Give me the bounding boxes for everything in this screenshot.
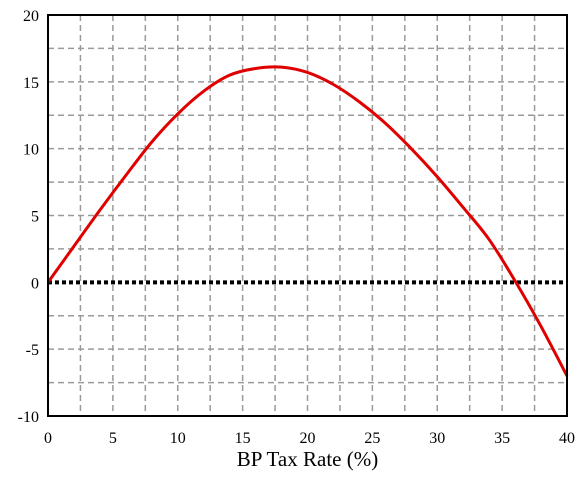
x-tick-label: 30: [429, 430, 445, 447]
x-tick-label: 35: [494, 430, 510, 447]
x-tick-label: 5: [109, 430, 117, 447]
x-tick-labels: 0 5 10 15 20 25 30 35 40: [44, 430, 575, 447]
x-tick-label: 15: [235, 430, 251, 447]
x-tick-label: 0: [44, 430, 52, 447]
y-tick-label: 10: [23, 142, 39, 159]
x-axis-label: BP Tax Rate (%): [237, 447, 378, 471]
y-tick-label: -10: [18, 409, 39, 426]
y-tick-label: 20: [23, 8, 39, 25]
x-tick-label: 20: [300, 430, 316, 447]
x-tick-label: 25: [364, 430, 380, 447]
x-tick-label: 40: [559, 430, 575, 447]
y-tick-label: 5: [31, 209, 39, 226]
series-group: [46, 65, 569, 377]
y-tick-label: 0: [31, 275, 39, 292]
y-tick-label: 15: [23, 75, 39, 92]
grid-lines: [48, 15, 567, 416]
y-tick-labels: 20 15 10 5 0 -5 -10: [18, 8, 39, 426]
x-tick-label: 10: [170, 430, 186, 447]
y-tick-label: -5: [26, 342, 39, 359]
series-line: [46, 65, 569, 377]
plot-frame: [47, 14, 568, 417]
